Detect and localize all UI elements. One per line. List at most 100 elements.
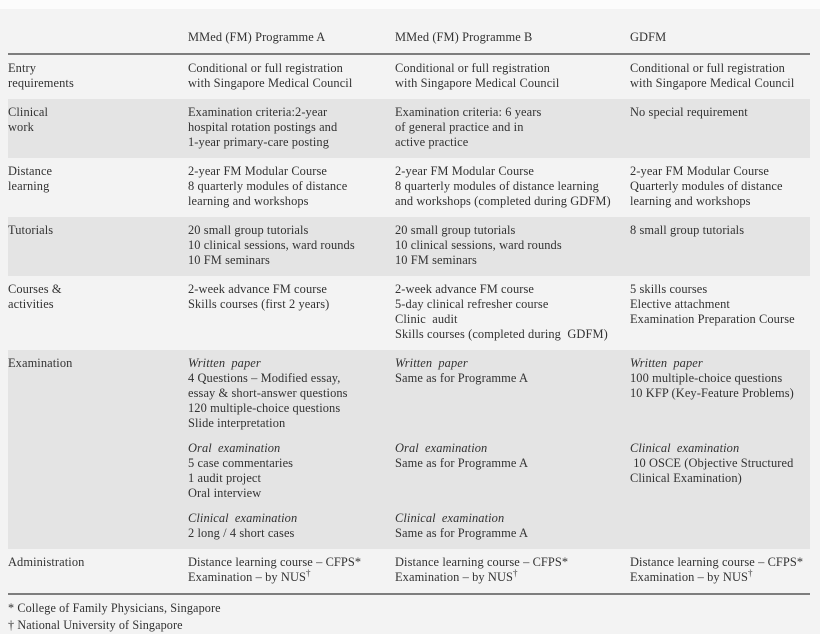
cell-line: Same as for Programme A	[395, 526, 529, 540]
row-label-line: Distance	[8, 164, 53, 178]
cell-line: and workshops (completed during GDFM)	[395, 194, 611, 208]
footnote-cfps: * College of Family Physicians, Singapor…	[8, 601, 221, 615]
row-label: Clinical work	[8, 105, 188, 150]
row-label: Examination	[8, 356, 188, 431]
header-programme-a: MMed (FM) Programme A	[188, 30, 326, 44]
cell-programme-b: Conditional or full registration with Sin…	[395, 61, 630, 91]
cell-line: of general practice and in	[395, 120, 524, 134]
cell-line: Conditional or full registration	[188, 61, 343, 75]
cell-line: 10 OSCE (Objective Structured	[630, 456, 794, 470]
cell-line: 120 multiple-choice questions	[188, 401, 341, 415]
cell-line: 10 KFP (Key-Feature Problems)	[630, 386, 794, 400]
cell-line: 10 clinical sessions, ward rounds	[188, 238, 355, 252]
cell-line: Skills courses (first 2 years)	[188, 297, 330, 311]
table-row-distance-learning: Distance learning 2-year FM Modular Course…	[8, 158, 810, 217]
row-label: Distance learning	[8, 164, 188, 209]
row-label-line: Administration	[8, 555, 85, 569]
cell-line: hospital rotation postings and	[188, 120, 338, 134]
row-label: Tutorials	[8, 223, 188, 268]
cell-line: Slide interpretation	[188, 416, 286, 430]
cell-line: essay & short-answer questions	[188, 386, 348, 400]
exam-section-heading: Clinical examination	[630, 441, 740, 455]
cell-line: Distance learning course – CFPS*	[395, 555, 569, 569]
cell-line: active practice	[395, 135, 469, 149]
cell-line: 5-day clinical refresher course	[395, 297, 549, 311]
cell-line: Oral interview	[188, 486, 262, 500]
cell-line: 8 quarterly modules of distance learning	[395, 179, 599, 193]
row-label-line: work	[8, 120, 34, 134]
cell-line: 10 FM seminars	[395, 253, 477, 267]
cell-programme-a: Written paper 4 Questions – Modified essa…	[188, 356, 395, 431]
cell-line: 2-year FM Modular Course	[630, 164, 770, 178]
cell-programme-b: Clinical examination Same as for Programm…	[395, 511, 630, 541]
cell-line: learning and workshops	[188, 194, 309, 208]
cell-gdfm: 8 small group tutorials	[630, 223, 810, 268]
cell-line: learning and workshops	[630, 194, 751, 208]
page-top-margin	[0, 0, 820, 9]
cell-programme-a: Distance learning course – CFPS* Examinat…	[188, 555, 395, 585]
cell-line: 10 FM seminars	[188, 253, 270, 267]
cell-line: Elective attachment	[630, 297, 730, 311]
exam-section-heading: Oral examination	[188, 441, 281, 455]
header-programme-b: MMed (FM) Programme B	[395, 30, 533, 44]
cell-programme-a: Conditional or full registration with Sin…	[188, 61, 395, 91]
cell-line: Conditional or full registration	[630, 61, 785, 75]
row-label-line: Clinical	[8, 105, 49, 119]
footnotes: * College of Family Physicians, Singapor…	[8, 595, 810, 634]
table-row-tutorials: Tutorials 20 small group tutorials 10 clin…	[8, 217, 810, 276]
row-label-line: Entry	[8, 61, 37, 75]
table-row-examination: Examination Written paper 4 Questions – Mo…	[8, 350, 810, 441]
cell-line: 2-year FM Modular Course	[395, 164, 535, 178]
cell-line: with Singapore Medical Council	[188, 76, 353, 90]
cell-programme-a: 20 small group tutorials 10 clinical sess…	[188, 223, 395, 268]
cell-gdfm: Conditional or full registration with Sin…	[630, 61, 810, 91]
cell-line: 2-year FM Modular Course	[188, 164, 328, 178]
row-label-line: Examination	[8, 356, 73, 370]
cell-line: Examination criteria:2-year	[188, 105, 328, 119]
exam-section-heading: Oral examination	[395, 441, 488, 455]
cell-line: 2-week advance FM course	[395, 282, 534, 296]
row-label-line: requirements	[8, 76, 74, 90]
cell-line: Conditional or full registration	[395, 61, 550, 75]
cell-line: Clinical Examination)	[630, 471, 742, 485]
cell-line: 10 clinical sessions, ward rounds	[395, 238, 562, 252]
cell-line: Clinic audit	[395, 312, 458, 326]
footer-rule	[8, 593, 810, 595]
cell-programme-a: Examination criteria:2-year hospital rota…	[188, 105, 395, 150]
cell-line: Distance learning course – CFPS*	[188, 555, 362, 569]
row-label-line: Courses &	[8, 282, 62, 296]
cell-line: 100 multiple-choice questions	[630, 371, 783, 385]
cell-line: 5 skills courses	[630, 282, 708, 296]
exam-section-heading: Clinical examination	[395, 511, 505, 525]
header-rule	[8, 53, 810, 55]
cell-programme-b: 2-year FM Modular Course 8 quarterly modu…	[395, 164, 630, 209]
cell-line: Examination criteria: 6 years	[395, 105, 542, 119]
header-gdfm: GDFM	[630, 30, 667, 44]
cell-line: Skills courses (completed during GDFM)	[395, 327, 608, 341]
cell-programme-b: 20 small group tutorials 10 clinical sess…	[395, 223, 630, 268]
cell-programme-b: Distance learning course – CFPS* Examinat…	[395, 555, 630, 585]
row-label-line: activities	[8, 297, 54, 311]
cell-programme-b: Written paper Same as for Programme A	[395, 356, 630, 431]
cell-line: 8 quarterly modules of distance	[188, 179, 348, 193]
table-row-entry-requirements: Entry requirements Conditional or full reg…	[8, 55, 810, 99]
cell-programme-a: 2-year FM Modular Course 8 quarterly modu…	[188, 164, 395, 209]
header-empty-cell	[8, 30, 188, 45]
exam-section-heading: Written paper	[395, 356, 468, 370]
cell-gdfm: 2-year FM Modular Course Quarterly module…	[630, 164, 810, 209]
cell-gdfm: Written paper 100 multiple-choice questio…	[630, 356, 810, 431]
table-row-courses-activities: Courses & activities 2-week advance FM cou…	[8, 276, 810, 350]
cell-line: 1 audit project	[188, 471, 262, 485]
cell-gdfm: Clinical examination 10 OSCE (Objective …	[630, 441, 810, 501]
cell-gdfm: Distance learning course – CFPS* Examinat…	[630, 555, 810, 585]
cell-programme-a: Clinical examination 2 long / 4 short cas…	[188, 511, 395, 541]
cell-programme-b: Examination criteria: 6 years of general …	[395, 105, 630, 150]
cell-line: Examination Preparation Course	[630, 312, 795, 326]
cell-line: Quarterly modules of distance	[630, 179, 783, 193]
cell-line: 20 small group tutorials	[395, 223, 516, 237]
row-label: Courses & activities	[8, 282, 188, 342]
cell-programme-b: 2-week advance FM course 5-day clinical r…	[395, 282, 630, 342]
cell-line: 2-week advance FM course	[188, 282, 327, 296]
table-row-examination-continued: Clinical examination 2 long / 4 short cas…	[8, 511, 810, 549]
